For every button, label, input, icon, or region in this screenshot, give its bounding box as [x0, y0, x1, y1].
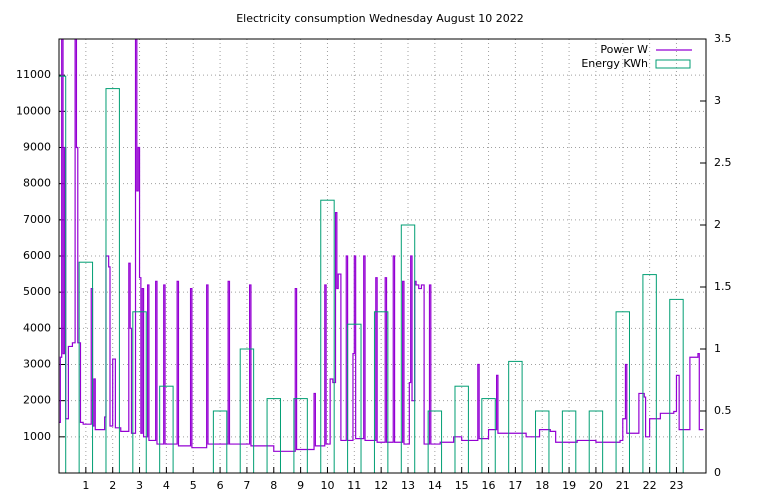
y2-tick-label: 0.5: [714, 404, 732, 417]
x-tick-label: 1: [82, 479, 89, 492]
power-line: [59, 39, 704, 452]
x-tick-label: 6: [217, 479, 224, 492]
energy-box: [159, 385, 174, 473]
legend-label: Power W: [600, 43, 648, 56]
y-tick-label: 7000: [23, 213, 51, 226]
x-tick-label: 17: [508, 479, 522, 492]
energy-box: [78, 261, 94, 473]
x-tick-label: 10: [320, 479, 334, 492]
y2-tick-label: 1: [714, 342, 721, 355]
x-tick-label: 13: [401, 479, 415, 492]
y-tick-label: 4000: [23, 321, 51, 334]
x-tick-label: 18: [535, 479, 549, 492]
y-tick-label: 11000: [16, 68, 51, 81]
y2-tick-label: 3.5: [714, 32, 732, 45]
energy-box: [427, 410, 443, 473]
x-tick-label: 21: [616, 479, 630, 492]
x-tick-label: 16: [482, 479, 496, 492]
x-tick-label: 12: [374, 479, 388, 492]
x-tick-label: 4: [163, 479, 170, 492]
y2-tick-label: 2.5: [714, 156, 732, 169]
legend-swatch: [655, 59, 691, 69]
energy-box: [508, 360, 523, 473]
x-tick-label: 23: [669, 479, 683, 492]
plot-border: [58, 38, 707, 474]
x-tick-label: 15: [455, 479, 469, 492]
y-tick-label: 3000: [23, 358, 51, 371]
y-tick-label: 6000: [23, 249, 51, 262]
x-tick-label: 3: [136, 479, 143, 492]
energy-box: [266, 398, 281, 473]
x-tick-label: 5: [190, 479, 197, 492]
x-tick-label: 19: [562, 479, 576, 492]
x-tick-label: 9: [297, 479, 304, 492]
y-tick-label: 2000: [23, 394, 51, 407]
energy-box: [642, 274, 657, 473]
energy-box: [400, 224, 416, 473]
y2-tick-label: 2: [714, 218, 721, 231]
y2-tick-label: 0: [714, 466, 721, 479]
y2-tick-label: 3: [714, 94, 721, 107]
x-tick-label: 2: [109, 479, 116, 492]
x-tick-label: 11: [347, 479, 361, 492]
energy-box: [561, 410, 577, 473]
plot-area: [59, 39, 704, 473]
energy-box: [481, 398, 496, 473]
chart-title: Electricity consumption Wednesday August…: [236, 12, 524, 25]
energy-box: [293, 398, 308, 473]
x-tick-label: 8: [270, 479, 277, 492]
energy-box: [588, 410, 604, 473]
x-tick-label: 22: [643, 479, 657, 492]
y2-tick-label: 1.5: [714, 280, 732, 293]
y-tick-label: 9000: [23, 141, 51, 154]
y-tick-label: 10000: [16, 104, 51, 117]
energy-box: [669, 298, 684, 473]
y-tick-label: 5000: [23, 285, 51, 298]
energy-box: [454, 385, 469, 473]
y-tick-label: 1000: [23, 430, 51, 443]
energy-box: [535, 410, 550, 473]
x-tick-label: 14: [428, 479, 442, 492]
energy-box: [212, 410, 228, 473]
legend-label: Energy KWh: [581, 57, 648, 70]
energy-box: [239, 348, 255, 473]
energy-box: [347, 323, 362, 473]
x-tick-label: 20: [589, 479, 603, 492]
y-tick-label: 8000: [23, 177, 51, 190]
x-tick-label: 7: [243, 479, 250, 492]
energy-box: [320, 199, 335, 473]
